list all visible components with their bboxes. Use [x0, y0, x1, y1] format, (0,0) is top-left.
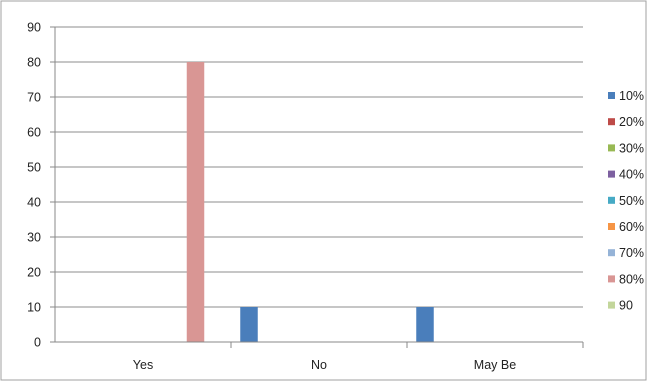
y-tick-label: 10 — [27, 301, 41, 315]
legend-label: 50% — [619, 194, 644, 208]
legend-label: 70% — [619, 246, 644, 260]
y-tick-label: 60 — [27, 126, 41, 140]
x-category-label: May Be — [474, 358, 516, 372]
legend-label: 40% — [619, 168, 644, 182]
legend-swatch — [608, 118, 615, 126]
legend-label: 10% — [619, 89, 644, 103]
legend-swatch — [608, 92, 615, 99]
legend-swatch — [608, 170, 615, 178]
gridlines — [50, 26, 583, 343]
legend-swatch — [608, 144, 615, 152]
legend-label: 20% — [619, 115, 644, 129]
y-axis-tick-labels: 0 10 20 30 40 50 60 70 80 90 — [27, 21, 41, 350]
y-tick-label: 30 — [27, 231, 41, 245]
legend-item: 30% — [608, 141, 644, 155]
x-category-label: No — [311, 358, 327, 372]
y-tick-label: 70 — [27, 91, 41, 105]
x-category-label: Yes — [133, 358, 153, 372]
legend-label: 30% — [619, 141, 644, 155]
legend-label: 60% — [619, 220, 644, 234]
legend-item: 20% — [608, 115, 644, 129]
legend-swatch — [608, 275, 615, 283]
y-tick-label: 90 — [27, 21, 41, 35]
legend-swatch — [608, 249, 615, 257]
legend-label: 90 — [619, 299, 633, 313]
legend-item: 40% — [608, 168, 644, 182]
y-tick-label: 20 — [27, 266, 41, 280]
bar — [186, 62, 205, 342]
legend: 10% 20% 30% 40% 50% 60% 70% 80% 90 — [608, 89, 644, 313]
legend-item: 90 — [608, 299, 633, 313]
y-tick-label: 50 — [27, 161, 41, 175]
y-tick-label: 40 — [27, 196, 41, 210]
x-axis-category-labels: Yes No May Be — [133, 358, 516, 372]
legend-item: 70% — [608, 246, 644, 260]
legend-swatch — [608, 223, 615, 230]
bars — [186, 62, 434, 342]
bar — [240, 307, 258, 342]
legend-item: 50% — [608, 194, 644, 208]
legend-item: 80% — [608, 272, 644, 286]
x-axis-tick-marks — [230, 342, 584, 348]
y-tick-label: 80 — [27, 56, 41, 70]
legend-swatch — [608, 301, 615, 309]
legend-swatch — [608, 196, 615, 204]
legend-label: 80% — [619, 272, 644, 286]
bar — [416, 307, 434, 342]
legend-item: 60% — [608, 220, 644, 234]
legend-item: 10% — [608, 89, 644, 103]
y-tick-label: 0 — [34, 336, 41, 350]
